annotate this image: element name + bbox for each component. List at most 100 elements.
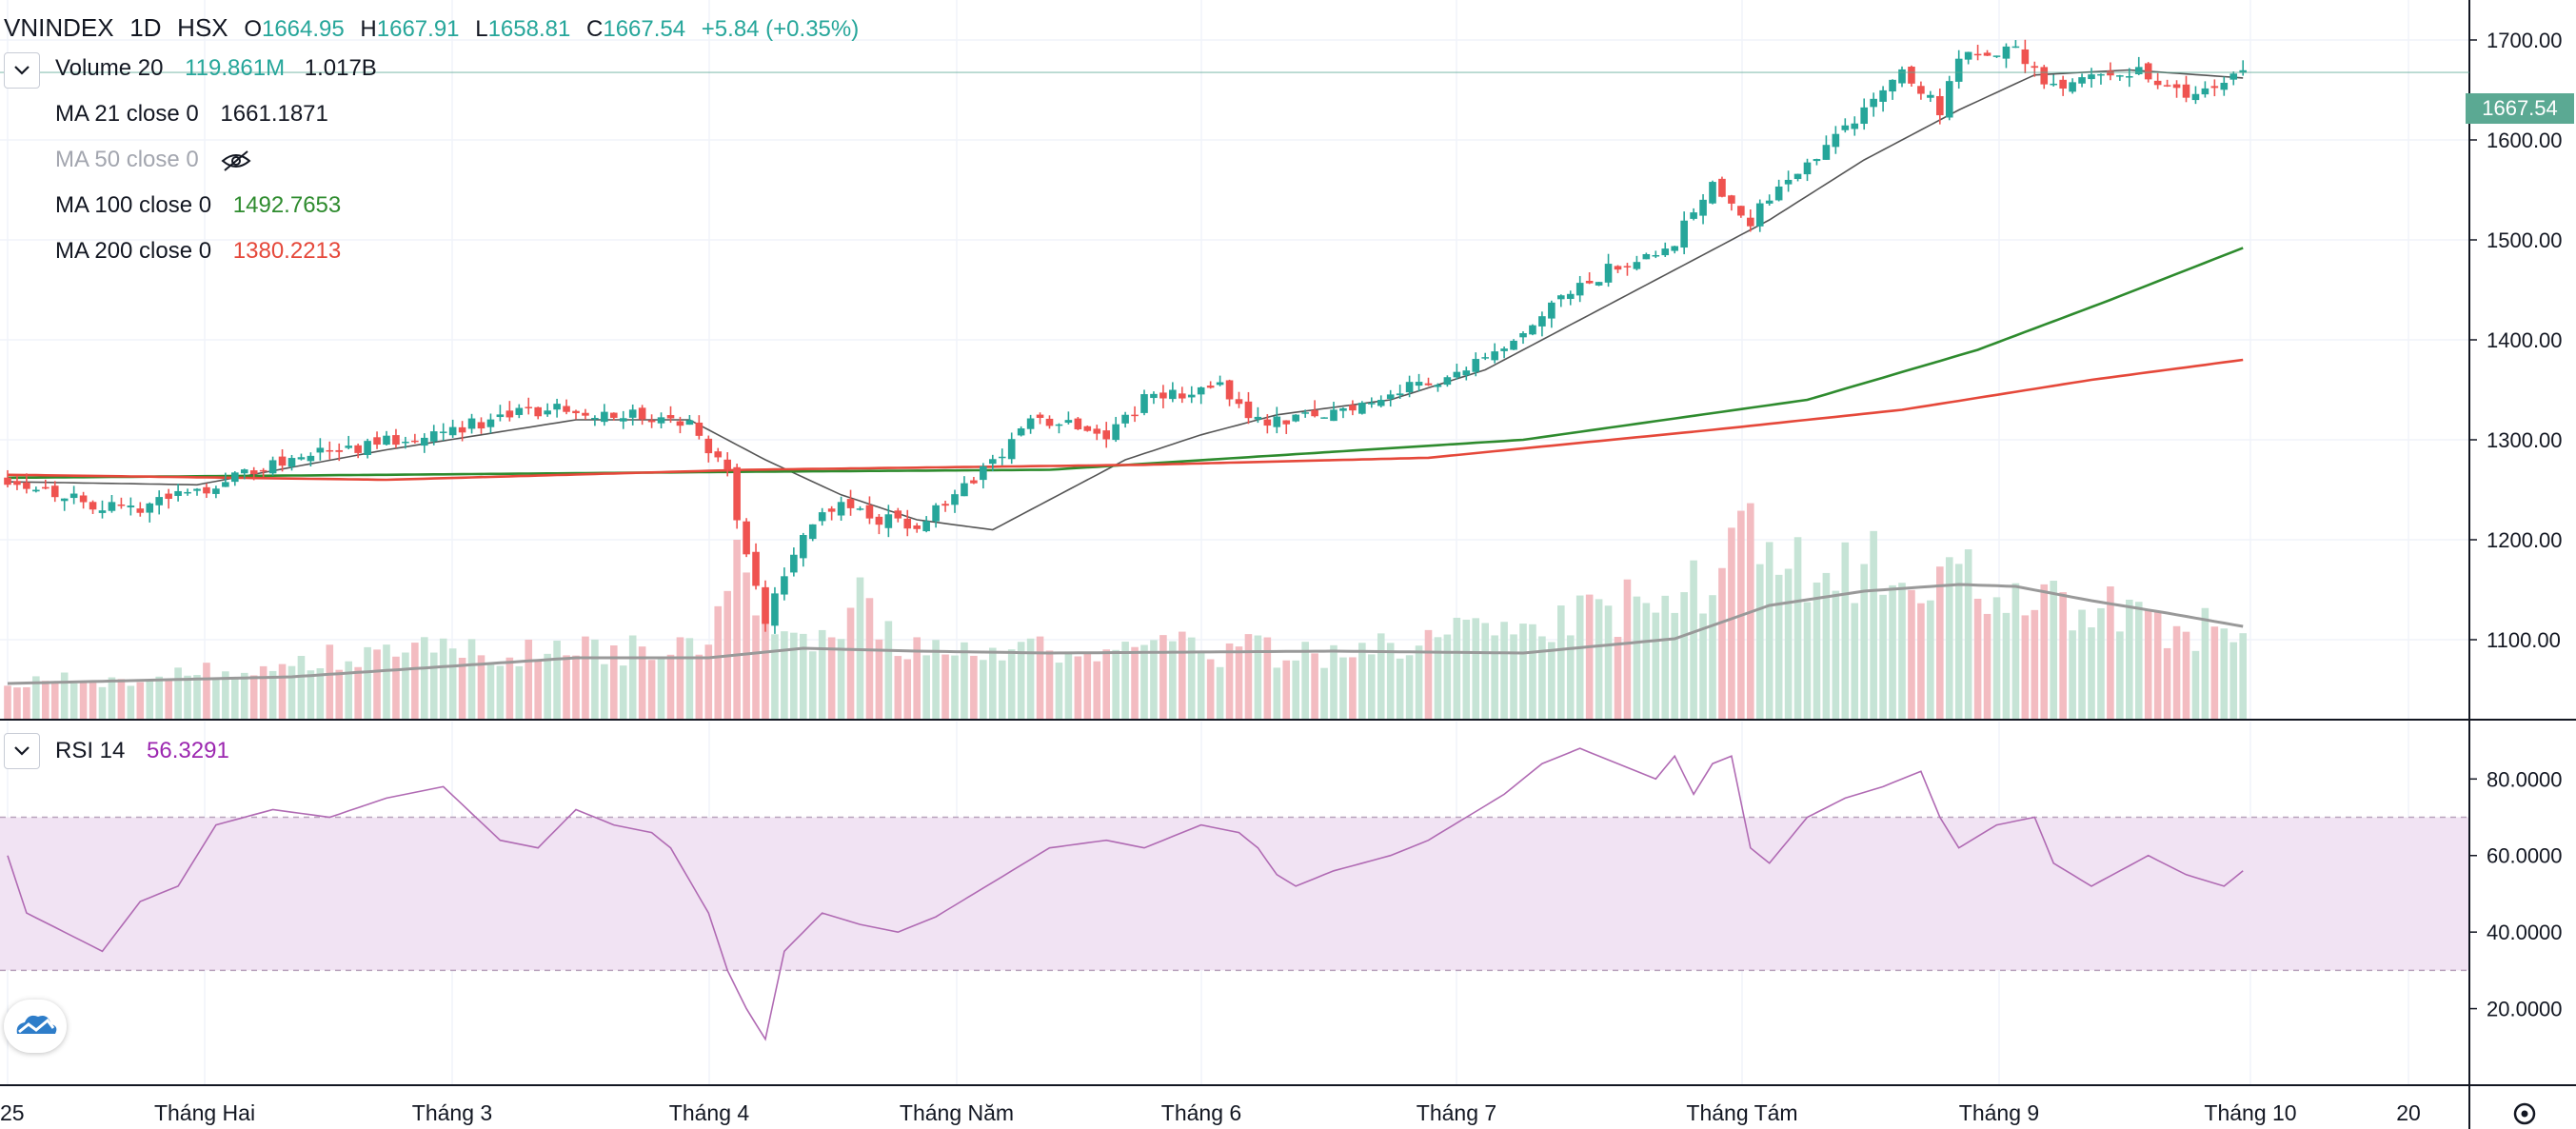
volume-bar bbox=[1481, 623, 1489, 720]
eye-hidden-icon[interactable] bbox=[220, 149, 252, 172]
volume-bar bbox=[1405, 655, 1414, 720]
ma200-legend[interactable]: MA 200 close 0 1380.2213 bbox=[55, 238, 341, 265]
volume-bar bbox=[762, 587, 769, 720]
candle-body bbox=[448, 426, 457, 436]
candle-body bbox=[1548, 302, 1556, 319]
candle-body bbox=[1614, 266, 1622, 270]
volume-bar bbox=[1784, 568, 1793, 720]
volume-bar bbox=[1851, 603, 1859, 720]
candle-body bbox=[1405, 382, 1414, 393]
volume-bar bbox=[2078, 609, 2086, 720]
volume-bar bbox=[1936, 566, 1944, 720]
candle-body bbox=[2201, 88, 2209, 95]
volume-bar bbox=[1292, 660, 1299, 720]
candle-body bbox=[1216, 382, 1224, 386]
collapse-rsi-button[interactable] bbox=[4, 733, 40, 769]
volume-bar bbox=[249, 675, 258, 720]
volume-bar bbox=[268, 670, 277, 720]
volume-bar bbox=[2182, 631, 2190, 720]
volume-bar bbox=[884, 621, 893, 720]
candle-body bbox=[951, 494, 959, 505]
candle-body bbox=[1187, 394, 1196, 398]
chevron-down-icon bbox=[14, 746, 30, 756]
rsi-legend[interactable]: RSI 14 56.3291 bbox=[55, 738, 229, 764]
candle-body bbox=[411, 440, 419, 443]
collapse-legend-button[interactable] bbox=[4, 52, 40, 89]
volume-bar bbox=[743, 572, 750, 720]
volume-bar bbox=[1112, 649, 1120, 720]
candle-body bbox=[856, 508, 864, 510]
candle-body bbox=[1519, 333, 1527, 338]
candle-body bbox=[2134, 67, 2143, 75]
candle-body bbox=[1386, 394, 1395, 400]
price-tick-label: 1300.00 bbox=[2487, 428, 2563, 452]
volume-bar bbox=[259, 665, 268, 720]
candle-body bbox=[1529, 325, 1536, 335]
candle-body bbox=[23, 482, 30, 489]
volume-bar bbox=[1396, 658, 1404, 720]
volume-bar bbox=[212, 678, 220, 720]
time-axis-label: Tháng Năm bbox=[900, 1100, 1014, 1125]
volume-bar bbox=[1538, 636, 1546, 720]
volume-bar bbox=[619, 665, 627, 720]
volume-bar bbox=[1889, 584, 1896, 720]
rsi-line bbox=[7, 747, 2244, 1041]
volume-bar bbox=[610, 645, 618, 720]
volume-bar bbox=[1500, 622, 1508, 720]
candle-body bbox=[1377, 400, 1385, 406]
exchange-label: HSX bbox=[177, 13, 228, 42]
candle-body bbox=[222, 482, 229, 487]
candle-body bbox=[477, 422, 485, 429]
candle-body bbox=[1358, 403, 1366, 414]
candle-body bbox=[1026, 418, 1035, 429]
ma-21-line bbox=[7, 69, 2244, 531]
volume-bar bbox=[1548, 642, 1556, 720]
volume-bar bbox=[846, 607, 855, 720]
volume-bar bbox=[544, 653, 551, 720]
volume-bar bbox=[1992, 597, 2001, 720]
tradingview-logo-button[interactable] bbox=[4, 1000, 67, 1053]
candle-body bbox=[1879, 89, 1887, 102]
ma-200-line bbox=[7, 358, 2244, 482]
candle-body bbox=[1992, 55, 2001, 57]
volume-bar bbox=[174, 667, 182, 720]
volume-bar bbox=[439, 638, 447, 720]
settings-gear-icon[interactable] bbox=[2513, 1102, 2536, 1125]
volume-bar bbox=[1879, 594, 1887, 720]
volume-bar bbox=[1074, 656, 1082, 720]
volume-bar bbox=[638, 646, 646, 720]
candle-body bbox=[1728, 195, 1735, 204]
volume-bar bbox=[477, 655, 485, 720]
candle-body bbox=[1690, 212, 1697, 219]
candle-body bbox=[2116, 75, 2124, 77]
candle-body bbox=[1254, 416, 1262, 420]
volume-bar bbox=[1604, 605, 1613, 720]
volume-bar bbox=[42, 681, 50, 720]
volume-bar bbox=[2069, 630, 2076, 720]
ma21-legend[interactable]: MA 21 close 0 1661.1871 bbox=[55, 101, 328, 128]
candle-body bbox=[1491, 351, 1498, 361]
close-value: 1667.54 bbox=[603, 16, 686, 42]
volume-bar bbox=[1026, 638, 1035, 720]
candle-body bbox=[1244, 401, 1253, 419]
ma200-label: MA 200 close 0 bbox=[55, 238, 212, 264]
volume-bar bbox=[1368, 654, 1376, 720]
volume-bar bbox=[429, 652, 438, 720]
volume-bar bbox=[800, 633, 807, 720]
candle-body bbox=[240, 469, 248, 474]
candle-body bbox=[1538, 316, 1546, 327]
ma50-legend[interactable]: MA 50 close 0 bbox=[55, 147, 252, 173]
candle-body bbox=[402, 441, 409, 444]
volume-bar bbox=[1131, 646, 1139, 720]
volume-bar bbox=[1832, 590, 1840, 720]
candle-body bbox=[1917, 86, 1925, 94]
candle-body bbox=[429, 431, 438, 442]
volume-bar bbox=[601, 664, 608, 720]
volume-legend[interactable]: Volume 20 119.861M 1.017B bbox=[55, 55, 377, 82]
volume-bar bbox=[364, 646, 371, 720]
candle-body bbox=[1311, 409, 1318, 417]
ma100-legend[interactable]: MA 100 close 0 1492.7653 bbox=[55, 192, 341, 219]
candle-body bbox=[657, 417, 665, 424]
candle-body bbox=[1851, 123, 1859, 129]
